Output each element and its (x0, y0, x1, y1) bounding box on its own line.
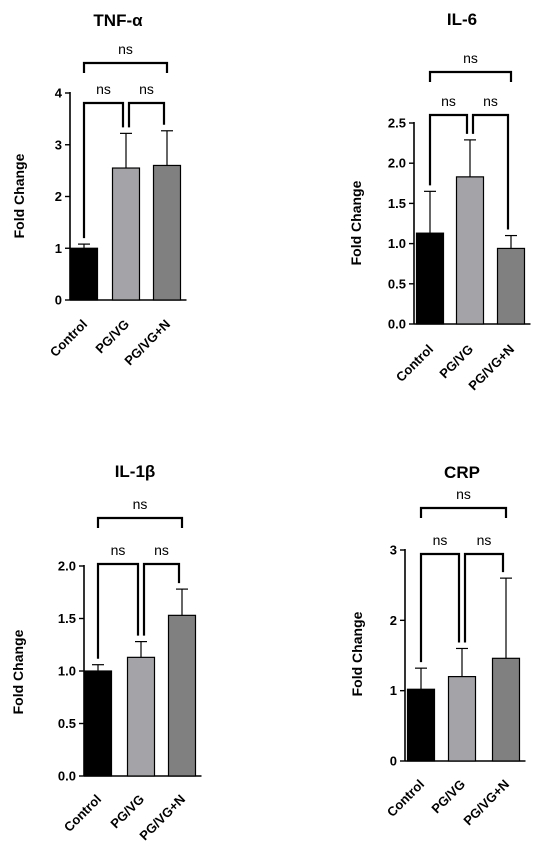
significance-bracket (419, 552, 461, 663)
significance-bracket (82, 61, 169, 73)
significance-label: ns (111, 542, 126, 558)
chart-panel-2: IL-1β Fold Change 0.0 0.5 1.0 1.5 2.0 Control PG… (10, 462, 202, 843)
y-tick-label: 1 (55, 241, 62, 256)
significance-bracket (82, 101, 125, 239)
bar-control (406, 688, 436, 762)
significance-bracket (127, 101, 166, 128)
significance-label: ns (139, 81, 154, 97)
y-tick-label: 4 (55, 86, 63, 101)
bar-pg-vg-n (491, 657, 521, 762)
chart-title: CRP (444, 463, 480, 482)
y-tick-label: 1.5 (58, 611, 76, 626)
significance-label: ns (456, 486, 471, 502)
y-tick-label: 0.0 (388, 317, 406, 332)
y-tick-label: 0.5 (58, 716, 76, 731)
y-axis-label: Fold Change (349, 611, 365, 696)
chart-title: IL-6 (447, 10, 477, 29)
significance-bracket (428, 113, 469, 186)
y-tick-label: 3 (390, 543, 397, 558)
bar-pg-vg (126, 656, 156, 777)
bar-pg-vg-n (496, 247, 526, 325)
bar-pg-vg (455, 176, 485, 325)
significance-bracket (471, 113, 510, 230)
x-category-label: Control (61, 792, 104, 835)
significance-bracket (463, 552, 505, 643)
significance-bracket (96, 516, 184, 528)
y-tick-label: 2.0 (58, 559, 76, 574)
y-tick-label: 0.5 (388, 276, 406, 291)
y-tick-label: 0 (390, 754, 397, 769)
significance-label: ns (483, 93, 498, 109)
y-tick-label: 2 (55, 189, 62, 204)
bar-control (83, 670, 113, 777)
y-tick-label: 0.0 (58, 769, 76, 784)
bar-control (69, 247, 99, 301)
bar-pg-vg (447, 675, 477, 762)
significance-label: ns (154, 542, 169, 558)
y-axis-label: Fold Change (348, 180, 364, 265)
bar-pg-vg-n (152, 164, 182, 301)
y-tick-label: 1.5 (388, 196, 406, 211)
y-tick-label: 2.5 (388, 116, 406, 131)
y-tick-label: 0 (55, 293, 62, 308)
significance-label: ns (133, 496, 148, 512)
significance-bracket (428, 70, 513, 82)
y-tick-label: 3 (55, 137, 62, 152)
significance-label: ns (477, 532, 492, 548)
significance-label: ns (463, 50, 478, 66)
x-category-label: Control (47, 317, 90, 360)
chart-title: TNF-α (93, 11, 143, 30)
significance-bracket (96, 562, 140, 659)
y-tick-label: 1.0 (388, 236, 406, 251)
y-tick-label: 2 (390, 613, 397, 628)
y-axis-label: Fold Change (11, 153, 27, 238)
y-axis-label: Fold Change (10, 629, 26, 714)
significance-label: ns (118, 41, 133, 57)
x-category-label: PG/VG (107, 792, 147, 832)
significance-label: ns (433, 532, 448, 548)
x-category-label: PG/VG (92, 317, 132, 357)
bar-pg-vg-n (167, 614, 197, 777)
x-category-label: PG/VG (428, 777, 468, 817)
x-category-label: PG/VG (436, 342, 476, 382)
chart-title: IL-1β (115, 462, 156, 481)
chart-panel-1: IL-6 Fold Change 0.0 0.5 1.0 1.5 2.0 2.5 Control… (348, 10, 531, 393)
x-category-label: PG/VG+N (460, 777, 512, 829)
significance-label: ns (441, 93, 456, 109)
x-category-label: Control (384, 777, 427, 820)
significance-bracket (419, 506, 508, 518)
x-category-label: Control (393, 342, 436, 385)
significance-label: ns (96, 81, 111, 97)
y-tick-label: 2.0 (388, 156, 406, 171)
bar-control (415, 232, 445, 325)
bar-pg-vg (111, 167, 141, 301)
significance-bracket (142, 562, 181, 636)
y-tick-label: 1.0 (58, 664, 76, 679)
y-tick-label: 1 (390, 683, 397, 698)
